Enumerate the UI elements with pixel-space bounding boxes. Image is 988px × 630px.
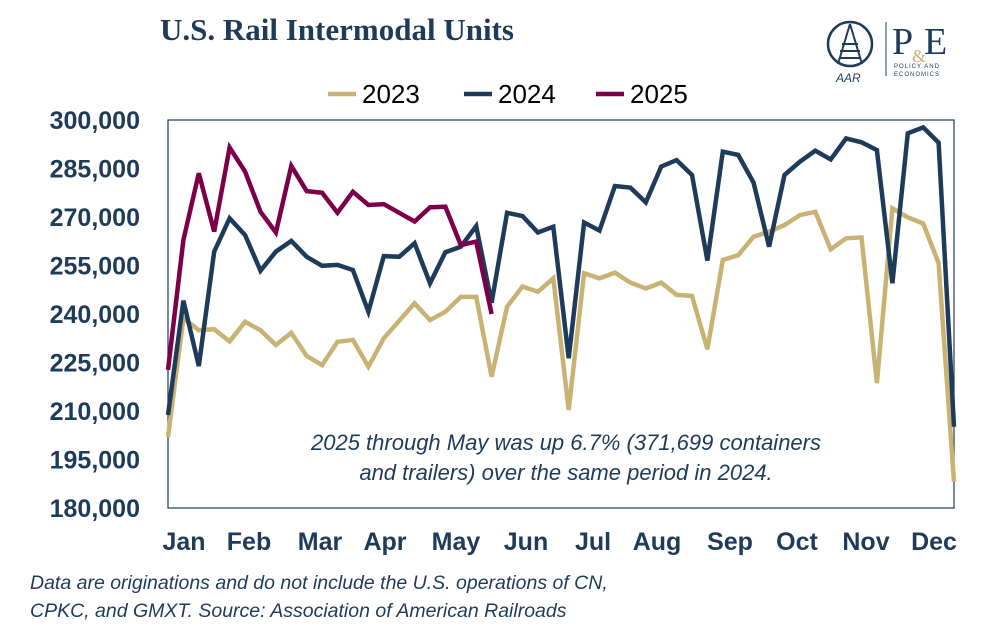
x-tick-label: Mar (298, 528, 343, 556)
y-tick-label: 285,000 (50, 156, 140, 184)
aar-pe-logo: AAR P & E POLICY AND ECONOMICS (826, 20, 947, 84)
svg-text:ECONOMICS: ECONOMICS (894, 72, 940, 78)
x-tick-label: Aug (633, 528, 682, 556)
x-tick-label: Dec (911, 528, 957, 556)
x-tick-label: Jul (575, 528, 611, 556)
x-tick-label: Jun (504, 528, 548, 556)
footer-note-line-2: CPKC, and GMXT. Source: Association of A… (30, 600, 567, 622)
x-tick-label: Apr (363, 528, 406, 556)
series-line-2024 (165, 124, 957, 427)
y-tick-label: 225,000 (50, 350, 140, 378)
aar-rail-icon (826, 20, 874, 68)
plot-area-border (167, 119, 955, 509)
y-tick-label: 210,000 (50, 398, 140, 426)
svg-text:P: P (892, 21, 913, 63)
footer-note-line-1: Data are originations and do not include… (30, 572, 608, 594)
y-tick-label: 195,000 (50, 447, 140, 475)
svg-text:POLICY AND: POLICY AND (894, 64, 940, 70)
y-tick-label: 180,000 (50, 495, 140, 523)
x-tick-label: May (432, 528, 481, 556)
y-tick-label: 270,000 (50, 204, 140, 232)
series-line-2023 (165, 204, 957, 482)
legend-label-2025: 2025 (630, 79, 688, 109)
y-tick-label: 255,000 (50, 253, 140, 281)
x-tick-label: Nov (842, 528, 889, 556)
y-tick-label: 240,000 (50, 301, 140, 329)
svg-text:AAR: AAR (835, 71, 861, 84)
svg-text:&: & (912, 46, 926, 66)
annotation-line: and trailers) over the same period in 20… (359, 460, 772, 485)
annotation-line: 2025 through May was up 6.7% (371,699 co… (310, 430, 821, 455)
svg-text:E: E (924, 21, 947, 63)
x-tick-label: Jan (162, 528, 205, 556)
y-tick-label: 300,000 (50, 107, 140, 135)
x-tick-label: Sep (707, 528, 753, 556)
legend-label-2023: 2023 (362, 79, 420, 109)
legend-label-2024: 2024 (498, 79, 556, 109)
x-tick-label: Feb (227, 528, 271, 556)
x-tick-label: Oct (776, 528, 818, 556)
chart-title: U.S. Rail Intermodal Units (160, 12, 514, 47)
series-line-2025 (165, 141, 494, 371)
